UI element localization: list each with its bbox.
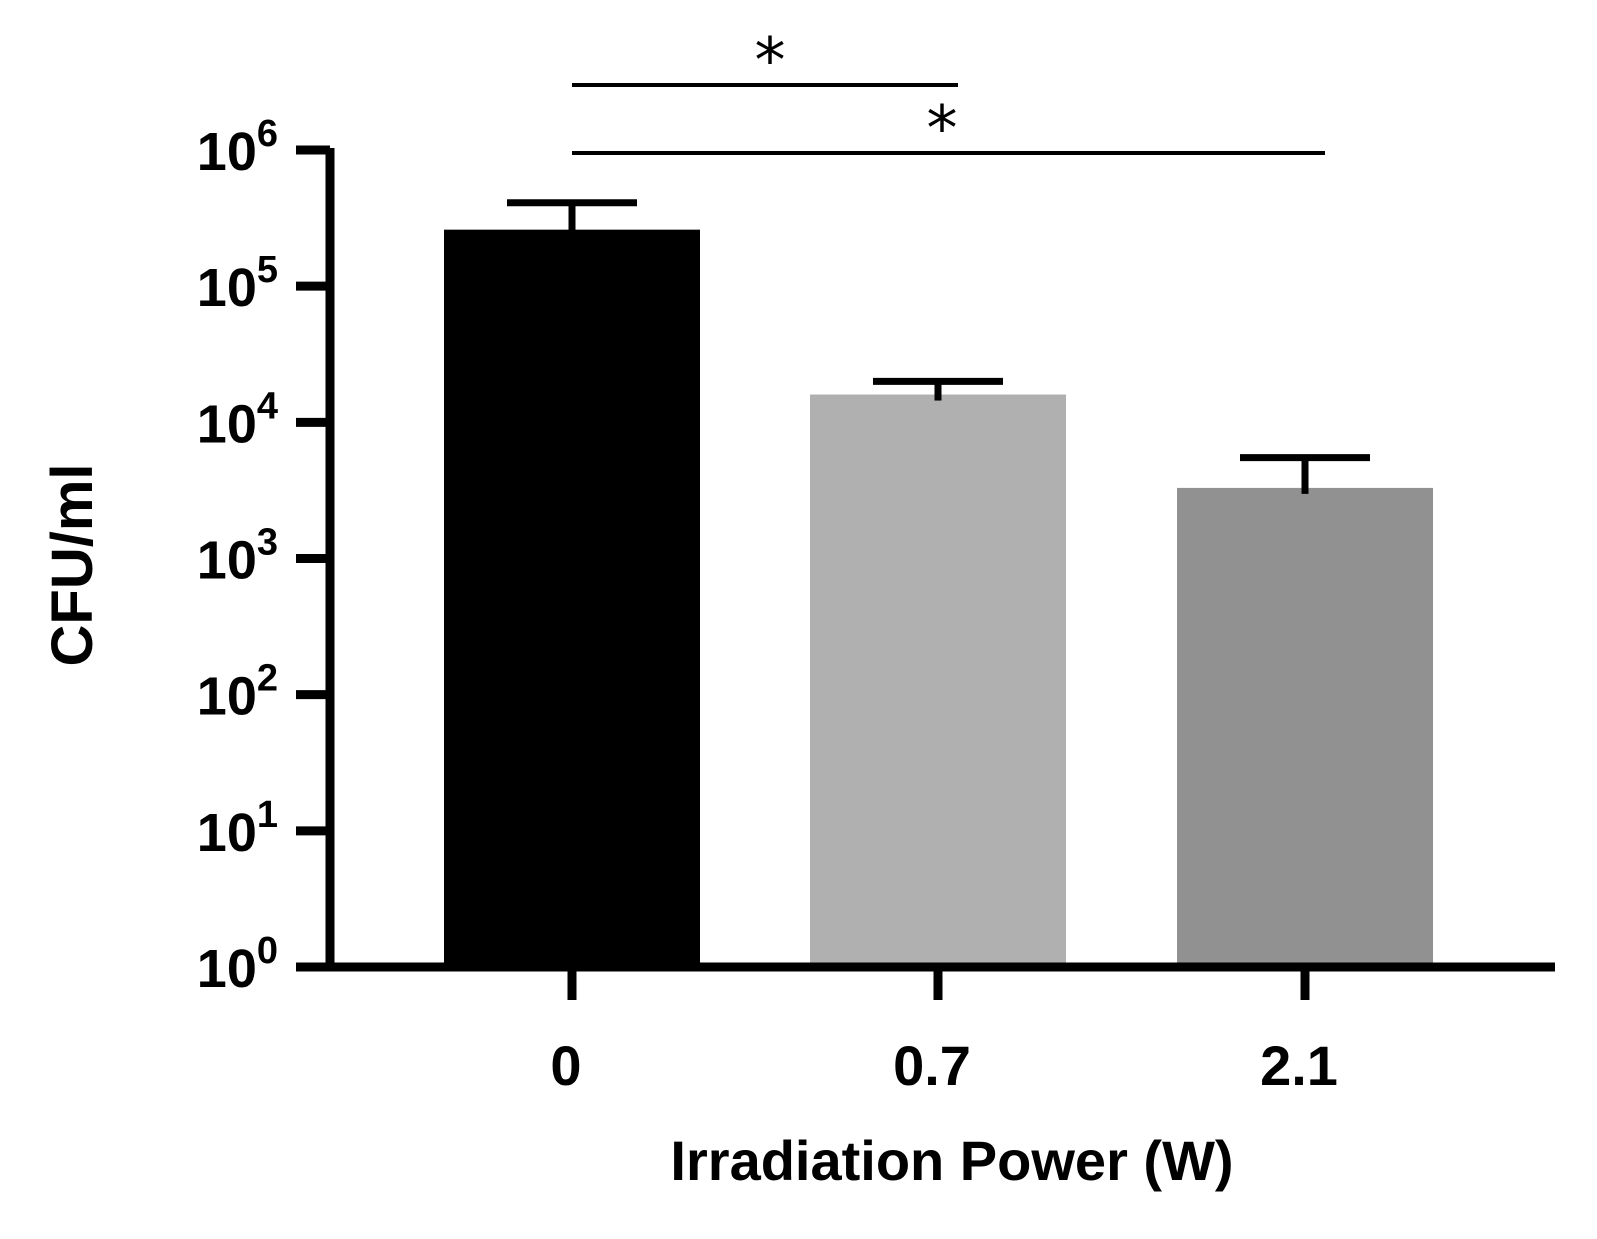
y-tick-label-6: 106 bbox=[197, 113, 278, 182]
y-tick-label-0: 100 bbox=[197, 930, 278, 999]
bar-0.7 bbox=[810, 394, 1066, 967]
y-tick-label-3: 103 bbox=[197, 522, 278, 591]
x-ticks: 0 0.7 2.1 bbox=[550, 967, 1338, 1097]
x-axis-title: Irradiation Power (W) bbox=[670, 1129, 1233, 1192]
bars bbox=[444, 229, 1433, 967]
x-tick-label-0.7: 0.7 bbox=[893, 1034, 971, 1097]
x-tick-label-0: 0 bbox=[550, 1034, 581, 1097]
y-ticks: 100 101 102 103 104 105 106 bbox=[197, 113, 330, 999]
sig-star-0-1: * bbox=[755, 24, 786, 97]
bar-2.1 bbox=[1177, 487, 1433, 967]
y-axis-title: CFU/ml bbox=[40, 464, 105, 667]
y-tick-label-5: 105 bbox=[197, 249, 278, 318]
bar-0 bbox=[444, 229, 700, 967]
y-tick-label-4: 104 bbox=[197, 385, 278, 454]
y-tick-label-1: 101 bbox=[197, 794, 278, 863]
x-tick-label-2.1: 2.1 bbox=[1260, 1034, 1338, 1097]
sig-star-0-2: * bbox=[927, 92, 958, 165]
y-tick-label-2: 102 bbox=[197, 658, 278, 727]
error-bars bbox=[507, 199, 1370, 494]
significance-brackets: ** bbox=[572, 24, 1325, 165]
